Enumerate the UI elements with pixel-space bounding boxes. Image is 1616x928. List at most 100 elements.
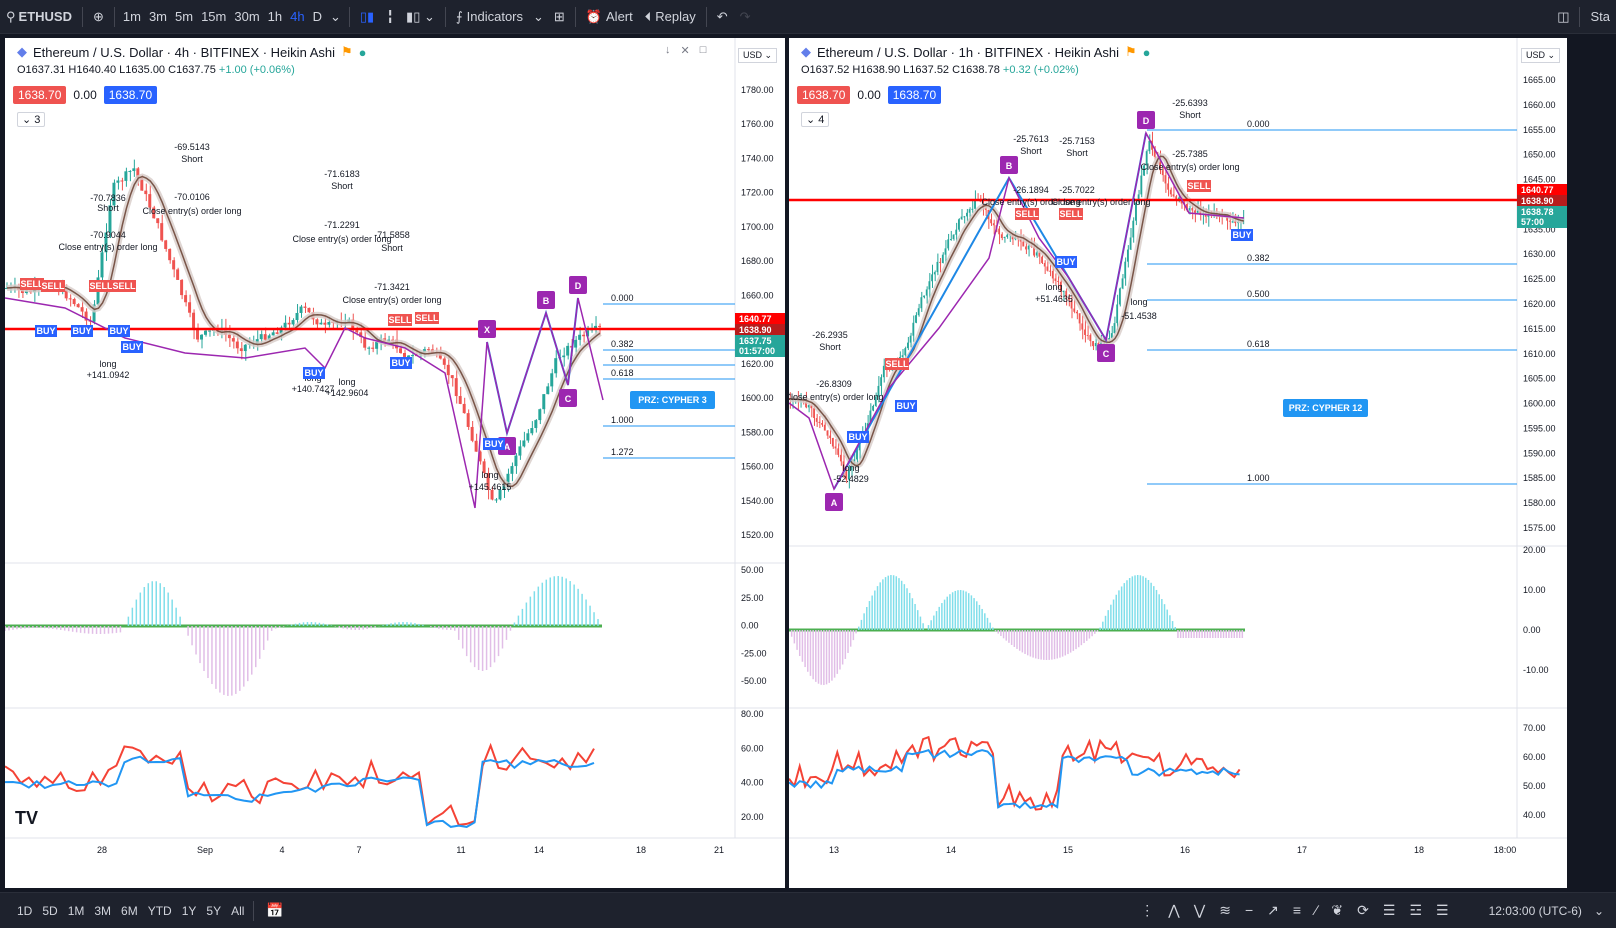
bars-type-button[interactable]: ╏: [380, 0, 400, 34]
currency-select[interactable]: USD ⌄: [1521, 48, 1561, 63]
trade-annotation: long: [1130, 297, 1147, 307]
price-tag-green: [735, 335, 785, 357]
candle: [307, 307, 311, 313]
candle: [1196, 210, 1199, 213]
candle: [172, 260, 176, 270]
compare-button[interactable]: ⊕: [87, 0, 110, 34]
abc-tool-icon[interactable]: ⋁: [1193, 902, 1206, 918]
range-5Y[interactable]: 5Y: [206, 903, 222, 918]
calendar-icon[interactable]: 📅: [266, 902, 284, 918]
left-chart-pane[interactable]: 1780.00 1760.00 1740.00 1720.00 1700.00 1680.…: [5, 38, 785, 888]
start-label: Sta: [1590, 9, 1610, 24]
chevron-down-icon[interactable]: ⌄: [1593, 903, 1604, 918]
channel-tool-icon[interactable]: ≋: [1219, 902, 1231, 918]
chart-style-button[interactable]: ▮▯ ⌄: [400, 0, 441, 34]
candle: [869, 410, 872, 424]
chevron-down-icon[interactable]: ⌄: [533, 8, 544, 24]
range-3M[interactable]: 3M: [94, 903, 112, 918]
range-5D[interactable]: 5D: [42, 903, 58, 918]
candle: [966, 212, 968, 217]
range-All[interactable]: All: [231, 903, 245, 918]
start-button[interactable]: Sta: [1584, 0, 1616, 34]
candle: [1153, 149, 1156, 157]
right-chart-canvas[interactable]: 1665.001660.001655.001650.001645.001640.…: [789, 38, 1567, 888]
buy-price-button[interactable]: 1638.70: [103, 86, 158, 104]
candle: [848, 470, 850, 480]
candle: [140, 177, 144, 191]
osc-tick-label: 50.00: [741, 565, 764, 575]
sell-price-button[interactable]: 1638.70: [797, 86, 851, 104]
close-icon[interactable]: ✕: [680, 45, 690, 57]
candle: [494, 499, 498, 501]
indicator-collapse-button[interactable]: ⌄ 3: [17, 112, 46, 127]
symbol-search[interactable]: ⚲ ETHUSD: [0, 0, 78, 34]
chevron-down-icon[interactable]: ⌄: [330, 8, 341, 24]
replay-button[interactable]: ⏴ Replay: [639, 0, 702, 34]
interval-1h[interactable]: 1h: [267, 9, 283, 24]
range-1D[interactable]: 1D: [17, 903, 33, 918]
left-ohlc: O1637.31 H1640.40 L1635.00 C1637.75 +1.0…: [17, 64, 295, 76]
sell-marker: [1187, 180, 1211, 192]
price-tick-label: 1655.00: [1523, 125, 1556, 135]
range-1M[interactable]: 1M: [67, 903, 85, 918]
candle: [5, 287, 8, 289]
range-1Y[interactable]: 1Y: [181, 903, 197, 918]
maximize-icon[interactable]: □: [699, 44, 707, 56]
split-layout-button[interactable]: ◫: [1551, 0, 1575, 34]
interval-1m[interactable]: 1m: [122, 9, 141, 24]
hline-tool-icon[interactable]: −: [1244, 902, 1254, 918]
pattern-point-marker: [1097, 344, 1115, 362]
buy-price-button[interactable]: 1638.70: [887, 86, 942, 104]
drag-handle-icon[interactable]: ⋮: [1140, 902, 1155, 918]
status-dot-icon: ●: [1142, 44, 1151, 60]
layout-button[interactable]: ⊞: [548, 0, 571, 34]
interval-5m[interactable]: 5m: [175, 9, 194, 24]
time-tick-label: 7: [356, 845, 361, 855]
candle: [64, 289, 68, 299]
right-chart-pane[interactable]: 1665.001660.001655.001650.001645.001640.…: [789, 38, 1567, 888]
interval-30m[interactable]: 30m: [234, 9, 260, 24]
sell-price-button[interactable]: 1638.70: [13, 86, 67, 104]
split-icon: ◫: [1557, 8, 1570, 24]
candle: [957, 219, 960, 230]
indicator-collapse-button[interactable]: ⌄ 4: [801, 112, 830, 127]
candle: [1070, 299, 1073, 309]
range-YTD[interactable]: YTD: [147, 903, 172, 918]
fib-extension-icon[interactable]: ☲: [1409, 902, 1422, 918]
candle: [1177, 197, 1180, 199]
alert-button[interactable]: ⏰ Alert: [580, 0, 639, 34]
left-chart-legend: ◆ Ethereum / U.S. Dollar · 4h · BITFINEX…: [17, 44, 367, 60]
gann-tool-icon[interactable]: ☰: [1382, 902, 1396, 918]
candle: [1057, 280, 1059, 282]
interval-4h[interactable]: 4h: [290, 9, 305, 24]
download-icon[interactable]: ↓: [665, 44, 671, 56]
currency-label: USD: [1526, 50, 1546, 60]
spiral-tool-icon[interactable]: ⟳: [1357, 902, 1369, 918]
redo-button[interactable]: ↷: [734, 0, 757, 34]
range-6M[interactable]: 6M: [121, 903, 138, 918]
undo-button[interactable]: ↶: [711, 0, 734, 34]
indicators-button[interactable]: ⨍ Indicators: [450, 0, 529, 34]
currency-select[interactable]: USD ⌄: [738, 48, 778, 63]
left-chart-canvas[interactable]: 1780.00 1760.00 1740.00 1720.00 1700.00 1680.…: [5, 38, 785, 888]
pattern-point-marker: [1000, 156, 1018, 174]
candle: [235, 341, 239, 349]
buy-marker: [303, 367, 325, 379]
ray-tool-icon[interactable]: ↗: [1267, 902, 1279, 918]
interval-15m[interactable]: 15m: [201, 9, 227, 24]
buy-marker: [390, 357, 412, 369]
candle: [196, 329, 200, 340]
interval-3m[interactable]: 3m: [148, 9, 168, 24]
candle-type-button[interactable]: ▯▮: [354, 0, 380, 34]
menu-icon[interactable]: ☰: [1436, 902, 1449, 918]
xabcd-tool-icon[interactable]: ❦: [1331, 902, 1344, 918]
fib-tool-icon[interactable]: ≡: [1292, 902, 1302, 918]
candle: [100, 252, 104, 278]
price-tick-label: 1630.00: [1523, 249, 1556, 259]
pattern-tool-icon[interactable]: ⋀: [1168, 902, 1180, 918]
candle: [200, 334, 203, 340]
candle: [949, 239, 952, 241]
candle: [874, 396, 877, 406]
trend-tool-icon[interactable]: ∕: [1315, 902, 1318, 918]
interval-D[interactable]: D: [312, 9, 322, 24]
